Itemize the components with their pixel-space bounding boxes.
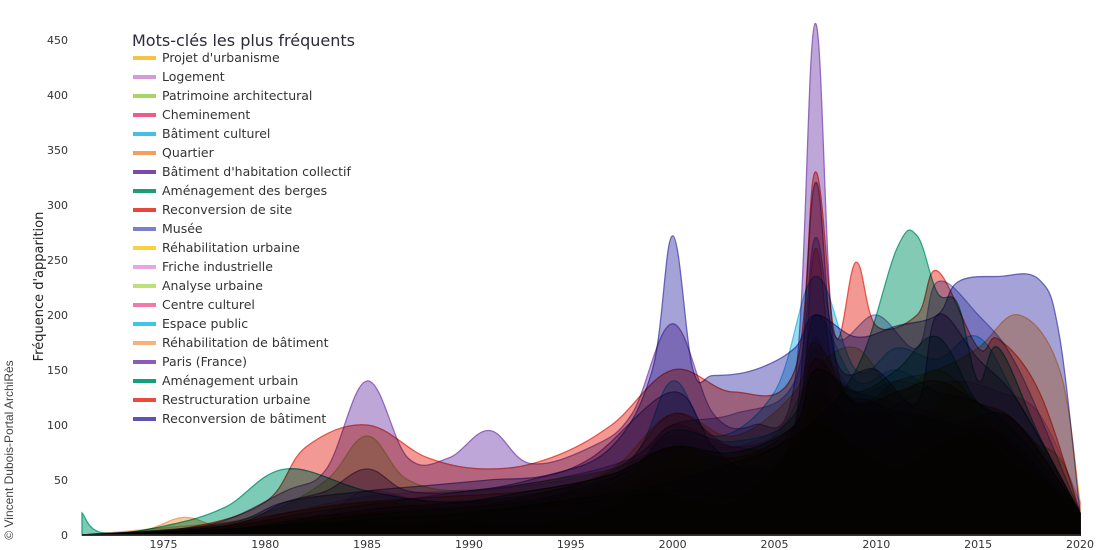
y-tick-label: 450 [47, 34, 68, 47]
y-tick-label: 150 [47, 364, 68, 377]
x-tick-label: 1985 [353, 538, 381, 550]
image-credit: © Vincent Dubois-Portal ArchiRès [2, 360, 16, 539]
y-tick-label: 100 [47, 419, 68, 432]
x-tick-label: 2020 [1066, 538, 1094, 550]
legend-label: Réhabilitation de bâtiment [162, 335, 329, 350]
legend-label: Patrimoine architectural [162, 88, 312, 103]
y-tick-label: 350 [47, 144, 68, 157]
legend-label: Friche industrielle [162, 259, 273, 274]
x-tick-label: 2015 [964, 538, 992, 550]
legend-label: Logement [162, 69, 225, 84]
legend: Mots-clés les plus fréquents Projet d'ur… [132, 31, 355, 426]
legend-label: Musée [162, 221, 203, 236]
legend-label: Bâtiment culturel [162, 126, 270, 141]
legend-label: Aménagement urbain [162, 373, 298, 388]
x-tick-label: 2010 [862, 538, 890, 550]
legend-label: Réhabilitation urbaine [162, 240, 300, 255]
y-axis-title: Fréquence d'apparition [32, 212, 47, 362]
legend-label: Paris (France) [162, 354, 247, 369]
legend-label: Reconversion de site [162, 202, 292, 217]
y-tick-label: 0 [61, 529, 68, 542]
x-tick-label: 1995 [557, 538, 585, 550]
legend-label: Quartier [162, 145, 215, 160]
legend-label: Projet d'urbanisme [162, 50, 280, 65]
legend-label: Reconversion de bâtiment [162, 411, 326, 426]
y-axis-ticks: 0 50 100 150 200 250 300 350 400 450 [47, 34, 68, 542]
legend-label: Cheminement [162, 107, 250, 122]
legend-label: Espace public [162, 316, 248, 331]
x-axis-ticks: 1975 1980 1985 1990 1995 2000 2005 2010 2015 2020 [149, 538, 1094, 550]
legend-label: Analyse urbaine [162, 278, 263, 293]
y-tick-label: 300 [47, 199, 68, 212]
legend-label: Restructuration urbaine [162, 392, 311, 407]
legend-label: Centre culturel [162, 297, 255, 312]
y-tick-label: 250 [47, 254, 68, 267]
y-tick-label: 200 [47, 309, 68, 322]
legend-label: Bâtiment d'habitation collectif [162, 164, 352, 179]
x-tick-label: 1975 [149, 538, 177, 550]
legend-title: Mots-clés les plus fréquents [132, 31, 355, 50]
x-tick-label: 1990 [455, 538, 483, 550]
y-tick-label: 50 [54, 474, 68, 487]
legend-items: Projet d'urbanisme Logement Patrimoine arc… [133, 50, 352, 426]
x-tick-label: 2000 [659, 538, 687, 550]
y-tick-label: 400 [47, 89, 68, 102]
x-tick-label: 2005 [760, 538, 788, 550]
x-tick-label: 1980 [251, 538, 279, 550]
legend-label: Aménagement des berges [162, 183, 327, 198]
